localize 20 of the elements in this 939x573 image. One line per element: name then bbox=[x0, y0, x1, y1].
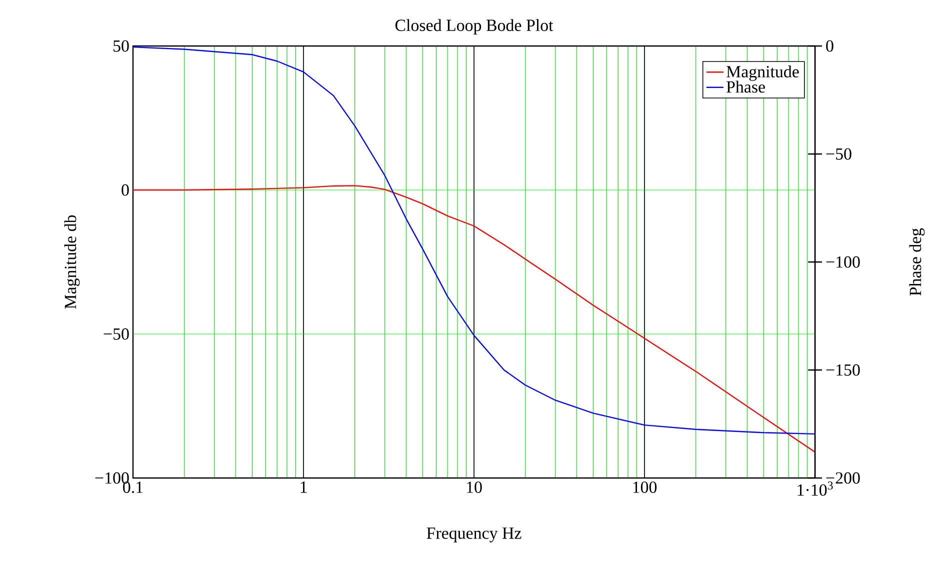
y-tick-label: −100 bbox=[95, 472, 129, 484]
x-axis-title: Frequency Hz bbox=[426, 528, 522, 542]
y2-tick-label: 0 bbox=[826, 40, 834, 52]
x-tick-label: 0.1 bbox=[123, 482, 143, 494]
y2-tick-label: −150 bbox=[826, 364, 860, 376]
chart-title: Closed Loop Bode Plot bbox=[395, 19, 554, 34]
x-tick-label: 1·10$^{3}$ bbox=[798, 482, 833, 496]
y-tick-label: 0 bbox=[122, 184, 129, 196]
legend-label: Phase bbox=[726, 80, 765, 93]
y2-axis-title: Phase deg bbox=[909, 228, 925, 296]
legend-label: Magnitude bbox=[726, 66, 799, 81]
y-axis-title: Magnitude db bbox=[64, 215, 80, 309]
y2-tick-label: −50 bbox=[826, 148, 852, 160]
y-tick-label: −50 bbox=[104, 328, 129, 340]
y2-tick-label: −100 bbox=[826, 256, 860, 268]
x-tick-label: 10 bbox=[467, 482, 482, 493]
x-tick-label: 100 bbox=[633, 482, 657, 493]
y-tick-label: 50 bbox=[114, 40, 129, 52]
y2-tick-label: −200 bbox=[826, 472, 860, 484]
x-tick-label: 1 bbox=[300, 482, 307, 493]
